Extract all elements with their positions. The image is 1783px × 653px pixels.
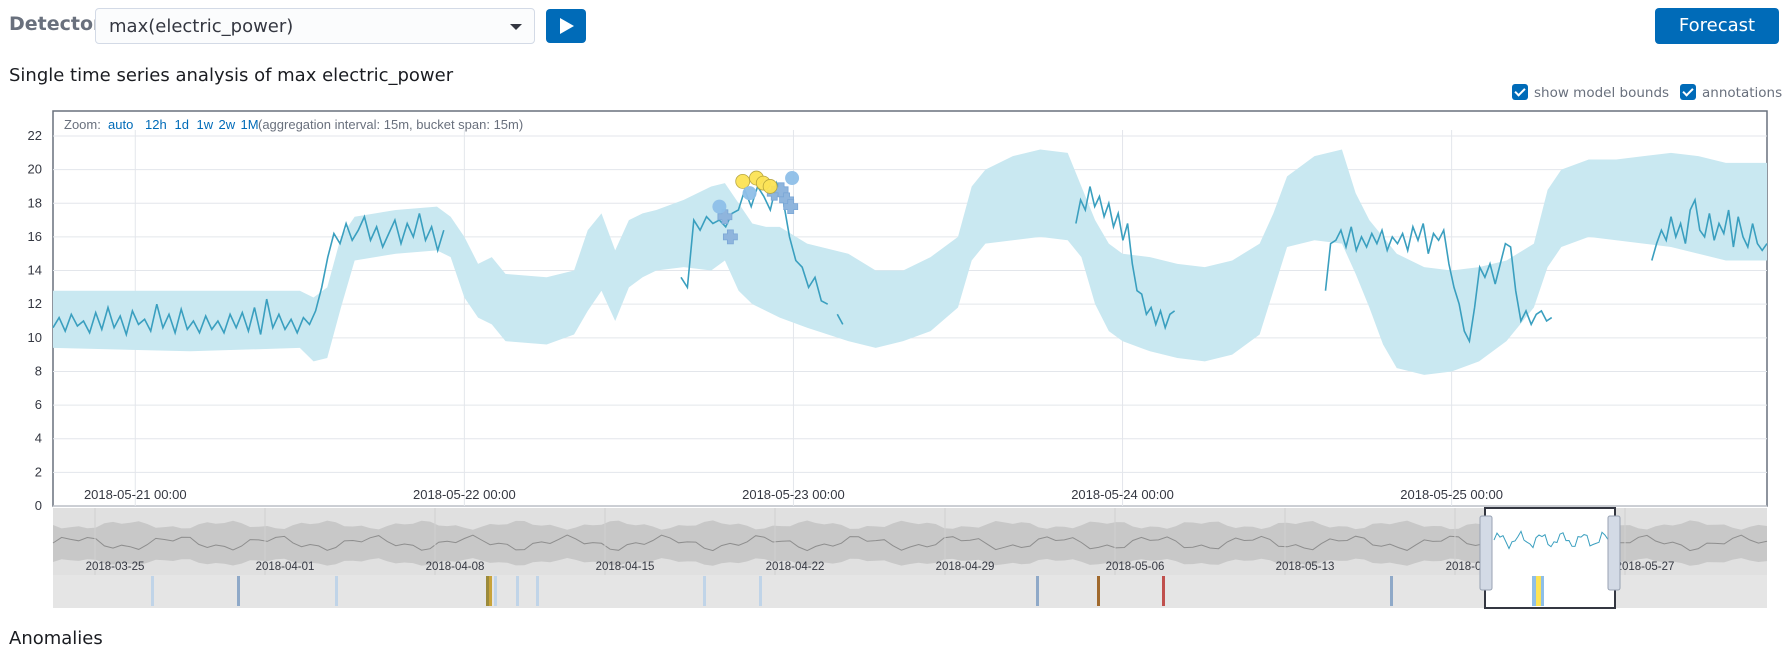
zoom-option[interactable]: 1w: [197, 117, 214, 132]
y-tick-label: 22: [28, 128, 42, 143]
anomaly-marker: [712, 199, 727, 214]
annotations-label: annotations: [1702, 85, 1783, 101]
y-tick-label: 12: [28, 296, 42, 311]
show-model-bounds-toggle[interactable]: show model bounds: [1512, 84, 1669, 101]
brush-handle-right[interactable]: [1607, 515, 1621, 591]
multi-bucket-marker: [722, 229, 738, 245]
checkbox-icon: [1512, 84, 1528, 100]
series-line: [1324, 223, 1553, 344]
context-x-label: 2018-04-01: [256, 561, 315, 573]
zoom-option[interactable]: 12h: [145, 117, 167, 132]
zoom-option[interactable]: 1d: [175, 117, 189, 132]
play-button[interactable]: [546, 9, 586, 43]
annotations-toggle[interactable]: annotations: [1680, 84, 1782, 101]
zoom-option[interactable]: 2w: [219, 117, 236, 132]
checkbox-icon: [1680, 84, 1696, 100]
series-line: [52, 213, 445, 338]
aggregation-info: (aggregation interval: 15m, bucket span:…: [258, 117, 523, 132]
x-tick-label: 2018-05-21 00:00: [84, 487, 187, 502]
page-title: Single time series analysis of max elect…: [9, 65, 454, 86]
detector-select[interactable]: max(electric_power): [95, 8, 535, 44]
multi-bucket-marker: [717, 209, 733, 225]
x-tick-label: 2018-05-24 00:00: [1071, 487, 1174, 502]
multi-bucket-marker: [783, 199, 799, 215]
y-tick-label: 4: [35, 431, 42, 446]
zoom-option[interactable]: 1M: [241, 117, 259, 132]
series-line: [1075, 186, 1176, 331]
swimlane-marks: [151, 576, 1393, 606]
y-tick-label: 2: [35, 464, 42, 479]
swimlane-mark: [237, 576, 240, 606]
anomaly-marker: [785, 171, 800, 186]
brush-swimlane-mark: [1541, 576, 1544, 606]
zoom-option[interactable]: auto: [108, 117, 133, 132]
brush-line: [1493, 530, 1615, 550]
context-x-label: 2018-05-06: [1106, 561, 1165, 573]
swimlane-mark: [703, 576, 706, 606]
swimlane-mark: [486, 576, 489, 606]
detector-label: Detector:: [9, 13, 110, 35]
context-x-label: 2018-03-25: [86, 561, 145, 573]
detector-value: max(electric_power): [109, 16, 294, 37]
swimlane-mark: [1162, 576, 1165, 606]
zoom-label: Zoom:: [64, 117, 101, 132]
y-axis: 0 2 4 6 8 10 12 14 16 18 20 22: [28, 128, 42, 513]
swimlane-mark: [151, 576, 154, 606]
top-bar: Detector: max(electric_power) Forecast: [0, 0, 1783, 52]
context-x-label: 2018-04-22: [766, 561, 825, 573]
model-bounds-area: [53, 149, 1767, 375]
series-line: [1651, 197, 1768, 261]
anomaly-marker: [742, 186, 757, 201]
show-model-bounds-label: show model bounds: [1534, 85, 1670, 101]
anomalies-section-title: Anomalies: [9, 628, 103, 649]
swimlane-mark: [536, 576, 539, 606]
y-tick-label: 10: [28, 330, 42, 345]
anomaly-marker: [735, 174, 751, 189]
forecast-button[interactable]: Forecast: [1655, 8, 1779, 44]
y-tick-label: 16: [28, 229, 42, 244]
swimlane-mark: [1097, 576, 1100, 606]
series-line: [836, 313, 844, 325]
chevron-down-icon: [510, 24, 522, 30]
anomaly-markers: [712, 170, 800, 245]
swimlane-mark: [759, 576, 762, 606]
context-x-label: 2018-04-08: [426, 561, 485, 573]
swimlane-mark: [1390, 576, 1393, 606]
context-brush[interactable]: [1484, 507, 1616, 609]
context-bounds: [53, 520, 1767, 566]
y-tick-label: 0: [35, 498, 42, 513]
brush-swimlane-mark: [1536, 576, 1541, 606]
actual-series: [52, 180, 1768, 344]
y-tick-label: 8: [35, 363, 42, 378]
y-tick-label: 14: [28, 263, 42, 278]
brush-swimlane-mark: [1532, 576, 1536, 606]
brush-handle-left[interactable]: [1479, 515, 1493, 591]
x-tick-label: 2018-05-25 00:00: [1400, 487, 1503, 502]
play-icon: [560, 18, 574, 34]
swimlane-mark: [516, 576, 519, 606]
context-x-label: 2018-05-27: [1616, 561, 1675, 573]
swimlane-mark: [335, 576, 338, 606]
y-tick-label: 6: [35, 397, 42, 412]
swimlane-mark: [489, 576, 492, 606]
x-tick-label: 2018-05-23 00:00: [742, 487, 845, 502]
y-tick-label: 18: [28, 195, 42, 210]
context-x-label: 2018-04-15: [596, 561, 655, 573]
x-tick-label: 2018-05-22 00:00: [413, 487, 516, 502]
context-x-label: 2018-04-29: [936, 561, 995, 573]
swimlane-mark: [1036, 576, 1039, 606]
zoom-options: auto 12h 1d 1w 2w 1M: [108, 117, 259, 132]
anomaly-marker: [762, 179, 778, 194]
context-x-label: 2018-05-13: [1276, 561, 1335, 573]
swimlane-mark: [494, 576, 497, 606]
x-axis: 2018-05-21 00:00 2018-05-22 00:00 2018-05-…: [84, 487, 1503, 502]
y-tick-label: 20: [28, 162, 42, 177]
